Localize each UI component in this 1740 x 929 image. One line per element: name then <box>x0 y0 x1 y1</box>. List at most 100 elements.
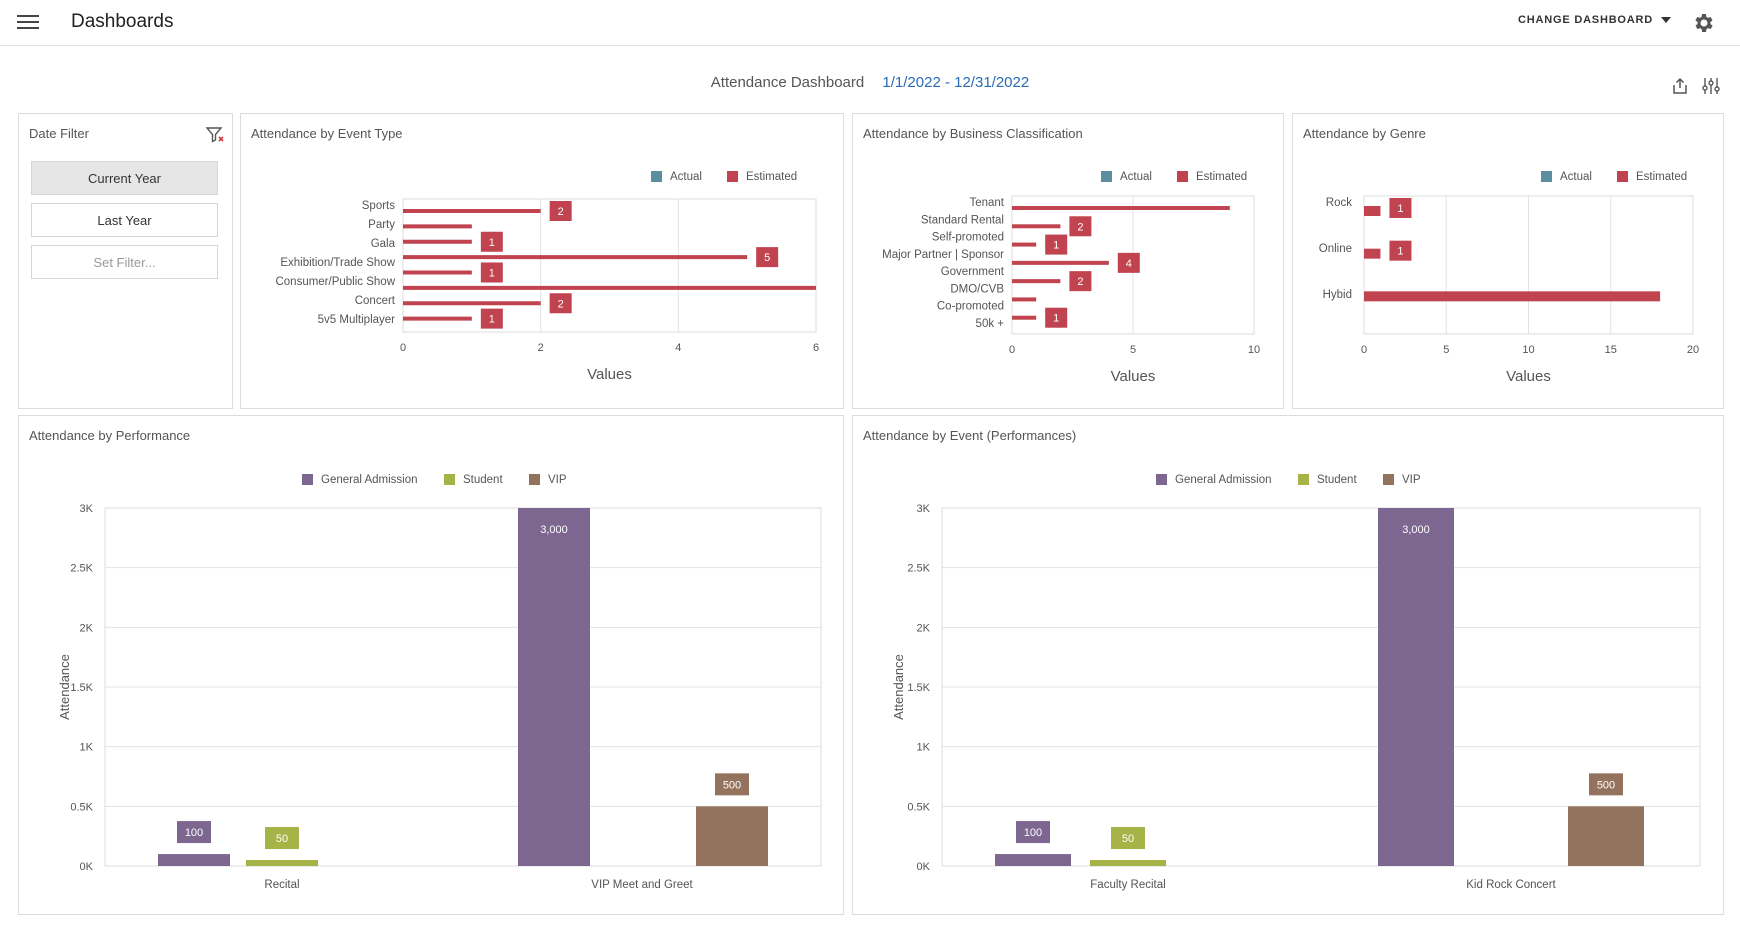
legend-swatch <box>1177 171 1188 182</box>
y-tick-label: 1K <box>80 742 94 754</box>
plot-area <box>1011 195 1255 335</box>
legend-swatch <box>651 171 662 182</box>
bar <box>1012 242 1037 247</box>
category-label: Consumer/Public Show <box>275 276 395 288</box>
bar <box>403 270 472 275</box>
bar <box>696 806 768 866</box>
data-label: 2 <box>1077 276 1083 288</box>
panel-title: Date Filter <box>29 126 89 141</box>
data-label-box <box>1045 307 1068 328</box>
bar <box>403 255 748 260</box>
app-title: Dashboards <box>71 11 174 32</box>
category-label: Gala <box>371 238 396 250</box>
bar <box>1364 291 1661 302</box>
legend-swatch <box>529 474 540 485</box>
bar <box>403 209 541 213</box>
x-tick-label: 0 <box>1009 344 1015 356</box>
panel-title: Attendance by Event Type <box>251 126 403 141</box>
x-tick-label: 6 <box>813 342 819 354</box>
data-label-box <box>1069 271 1092 292</box>
data-label-box <box>480 262 503 283</box>
category-label: Recital <box>264 879 299 891</box>
data-label: 1 <box>1053 313 1059 325</box>
category-label: Tenant <box>969 197 1004 209</box>
date-range-link[interactable]: 1/1/2022 - 12/31/2022 <box>882 74 1030 91</box>
x-tick-label: 0 <box>400 342 406 354</box>
top-bar: Dashboards CHANGE DASHBOARD <box>0 0 1740 46</box>
caret-down-icon <box>1661 17 1672 23</box>
data-label: 3,000 <box>540 524 568 536</box>
y-tick-label: 3K <box>80 503 94 515</box>
bar <box>1090 860 1166 866</box>
performance-chart: General Admission Student VIP 0K 0.5K 1K 1.5K 2… <box>57 474 822 891</box>
x-tick-label: 5 <box>1130 344 1136 356</box>
y-tick-label: 0K <box>80 861 94 873</box>
y-tick-label: 3K <box>917 503 931 515</box>
x-axis-title: Values <box>1111 368 1156 385</box>
bar <box>1364 248 1381 259</box>
bar <box>246 860 318 866</box>
data-label: 1 <box>1053 240 1059 252</box>
data-label: 1 <box>1397 246 1403 258</box>
category-label: Kid Rock Concert <box>1466 879 1556 891</box>
x-tick-label: 0 <box>1361 344 1367 356</box>
clear-filter-icon[interactable] <box>205 125 225 145</box>
current-year-button[interactable]: Current Year <box>31 161 218 195</box>
y-axis-title: Attendance <box>57 654 72 720</box>
event-type-panel: Attendance by Event Type Actual Estimated… <box>240 113 844 409</box>
bar <box>518 508 590 866</box>
genre-panel: Attendance by Genre Actual Estimated 0 5 10 1… <box>1292 113 1724 409</box>
data-label: 1 <box>489 314 495 326</box>
menu-icon[interactable] <box>17 12 39 34</box>
last-year-button[interactable]: Last Year <box>31 203 218 237</box>
gear-icon[interactable] <box>1692 11 1716 35</box>
legend-swatch <box>1101 171 1112 182</box>
bar <box>1012 297 1037 302</box>
y-tick-label: 0.5K <box>907 801 930 813</box>
date-filter-panel: Date Filter Current Year Last Year Set F… <box>18 113 233 409</box>
business-classification-chart: Actual Estimated 0 5 10 Tenant Standard Rental… <box>882 171 1260 385</box>
category-label: 5v5 Multiplayer <box>318 314 396 326</box>
data-label: 500 <box>723 779 741 791</box>
category-label: Major Partner | Sponsor <box>882 249 1004 261</box>
plot-area <box>1363 195 1694 335</box>
data-label-box <box>756 247 779 268</box>
plot-area <box>402 198 817 333</box>
category-label: Hybid <box>1323 289 1352 301</box>
bar <box>1012 315 1037 320</box>
data-label-box <box>1111 827 1145 850</box>
plot-area <box>941 507 1701 867</box>
data-label: 5 <box>764 252 770 264</box>
legend-label: General Admission <box>1175 474 1272 486</box>
data-label: 500 <box>1597 779 1615 791</box>
x-axis-title: Values <box>587 366 632 383</box>
bar <box>1012 279 1061 284</box>
category-label: Standard Rental <box>921 214 1004 226</box>
data-label-box <box>549 201 572 221</box>
category-label: DMO/CVB <box>950 283 1004 295</box>
data-label-box <box>715 773 749 796</box>
bar <box>1012 260 1109 265</box>
bar <box>1012 224 1061 229</box>
category-label: Sports <box>362 200 395 212</box>
export-icon[interactable] <box>1670 76 1690 96</box>
x-tick-label: 20 <box>1687 344 1699 356</box>
legend-label: Student <box>463 474 503 486</box>
set-filter-button[interactable]: Set Filter... <box>31 245 218 279</box>
legend-label: General Admission <box>321 474 418 486</box>
data-label: 4 <box>1126 258 1132 270</box>
legend-label: VIP <box>548 474 567 486</box>
y-tick-label: 2K <box>80 622 94 634</box>
legend-swatch <box>444 474 455 485</box>
data-label-box <box>1045 234 1068 255</box>
data-label: 3,000 <box>1402 524 1430 536</box>
change-dashboard-button[interactable]: CHANGE DASHBOARD <box>1518 14 1672 26</box>
legend-swatch <box>1617 171 1628 182</box>
data-label-box <box>1069 216 1092 237</box>
bar <box>403 316 472 321</box>
legend-label: Actual <box>1560 171 1592 183</box>
sliders-icon[interactable] <box>1701 76 1721 96</box>
data-label-box <box>549 293 572 314</box>
y-tick-label: 1.5K <box>70 682 93 694</box>
legend-label: Estimated <box>1196 171 1247 183</box>
